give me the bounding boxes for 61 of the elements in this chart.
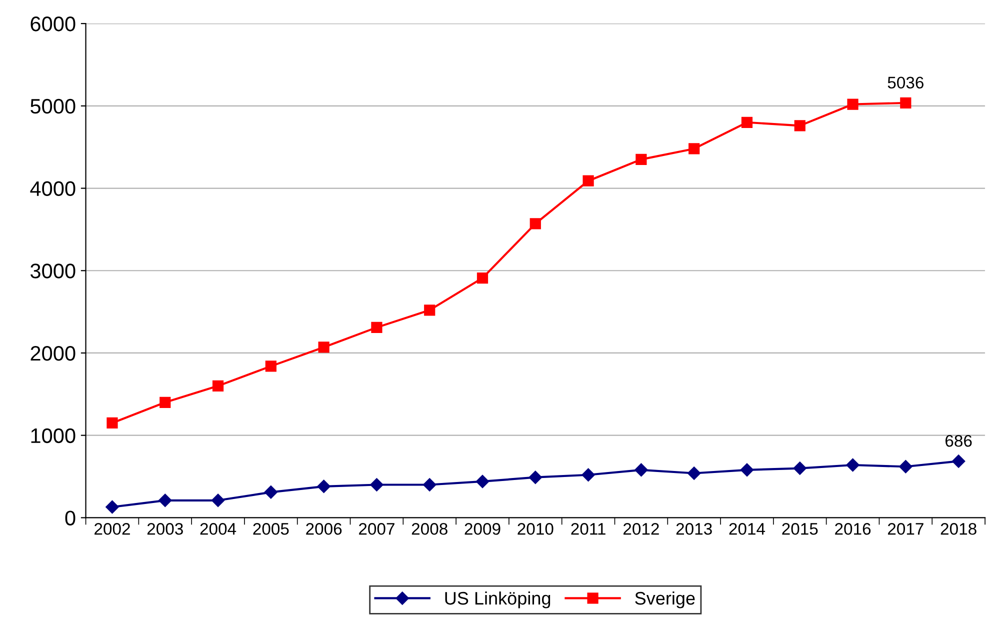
x-tick-label: 2018 bbox=[940, 523, 976, 535]
point bbox=[582, 175, 594, 186]
point bbox=[952, 454, 966, 468]
x-tick-label: 2003 bbox=[147, 523, 183, 535]
point bbox=[476, 272, 488, 284]
point bbox=[371, 322, 382, 334]
point bbox=[582, 468, 595, 482]
x-tick-label: 2005 bbox=[253, 523, 289, 535]
point bbox=[846, 458, 860, 472]
point bbox=[264, 486, 278, 499]
point bbox=[634, 463, 648, 477]
point bbox=[741, 116, 753, 128]
point bbox=[424, 304, 436, 316]
y-tick-label: 6000 bbox=[30, 16, 76, 32]
point bbox=[211, 494, 225, 507]
x-tick-label: 2012 bbox=[623, 523, 659, 535]
y-tick-label: 5000 bbox=[30, 98, 76, 114]
point bbox=[212, 380, 224, 392]
point bbox=[900, 97, 912, 109]
y-tick-label: 3000 bbox=[30, 264, 76, 278]
point bbox=[370, 478, 384, 492]
x-tick-label: 2002 bbox=[94, 523, 130, 535]
x-tick-label: 2010 bbox=[518, 523, 554, 535]
point bbox=[158, 494, 172, 507]
x-tick-label: 2011 bbox=[571, 523, 606, 535]
point bbox=[794, 120, 806, 132]
x-tick-label: 2013 bbox=[676, 523, 712, 535]
legend-label: US Linköping bbox=[445, 591, 550, 608]
point bbox=[423, 478, 436, 492]
y-tick-label: 0 bbox=[65, 510, 76, 526]
x-tick-label: 2015 bbox=[782, 523, 818, 535]
point bbox=[688, 143, 700, 154]
point bbox=[317, 480, 330, 493]
x-tick-label: 2006 bbox=[306, 523, 342, 535]
legend-label: Sverige bbox=[635, 591, 695, 608]
y-tick-label: 4000 bbox=[30, 181, 76, 196]
x-tick-label: 2009 bbox=[464, 523, 500, 535]
point bbox=[528, 470, 542, 484]
x-tick-label: 2004 bbox=[200, 523, 236, 535]
x-tick-label: 2014 bbox=[729, 523, 766, 535]
x-tick-label: 2016 bbox=[835, 523, 871, 535]
point bbox=[847, 98, 858, 110]
point bbox=[106, 500, 119, 514]
point bbox=[318, 342, 330, 353]
point bbox=[899, 460, 912, 474]
point bbox=[530, 218, 541, 230]
point bbox=[688, 466, 701, 480]
point bbox=[476, 474, 490, 488]
x-tick-label: 2008 bbox=[412, 523, 448, 535]
y-tick-label: 2000 bbox=[30, 346, 76, 361]
point bbox=[106, 417, 118, 429]
data-label: 686 bbox=[946, 434, 972, 447]
point bbox=[160, 396, 171, 408]
data-label: 5036 bbox=[888, 76, 924, 89]
x-tick-label: 2017 bbox=[888, 523, 924, 535]
point bbox=[636, 154, 647, 166]
point bbox=[793, 462, 806, 475]
y-tick-label: 1000 bbox=[31, 428, 76, 444]
point bbox=[740, 463, 754, 477]
x-tick-label: 2007 bbox=[359, 523, 394, 535]
point bbox=[265, 360, 276, 372]
